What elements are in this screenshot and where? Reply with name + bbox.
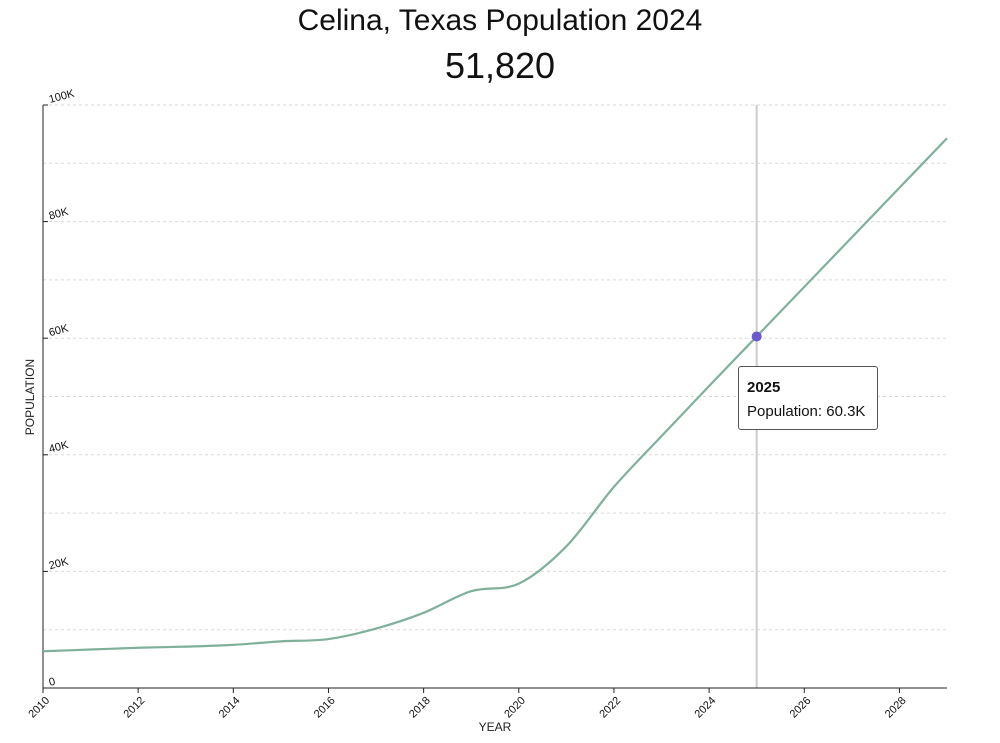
x-tick-label: 2018	[407, 695, 433, 721]
population-series-line[interactable]	[42, 137, 948, 653]
highlight-point[interactable]	[751, 331, 762, 342]
x-tick-label: 2014	[217, 695, 243, 721]
x-axis-title: YEAR	[479, 720, 512, 734]
chart-title: Celina, Texas Population 2024	[297, 4, 703, 37]
x-tick-label: 2016	[312, 695, 338, 721]
x-tick-label: 2024	[693, 695, 719, 721]
x-tick-label: 2026	[788, 695, 814, 721]
x-tick-label: 2012	[122, 695, 148, 721]
tooltip-label: Population:	[747, 403, 823, 420]
y-tick-label: 40K	[48, 439, 71, 456]
y-tick-label: 0	[48, 676, 57, 689]
x-tick-label: 2010	[26, 695, 52, 721]
current-population-value: 51,820	[444, 45, 556, 86]
grid-lines	[43, 104, 947, 631]
x-tick-label: 2028	[883, 695, 909, 721]
tooltip-year: 2025	[747, 379, 781, 396]
y-tick-label: 100K	[48, 87, 77, 105]
x-tick-label: 2020	[502, 695, 528, 721]
axes	[42, 104, 947, 693]
tooltip-population-row: Population: 60.3K	[747, 400, 869, 424]
series-layer	[42, 137, 948, 653]
y-tick-label: 60K	[48, 322, 71, 339]
data-tooltip: 2025 Population: 60.3K	[738, 366, 878, 430]
tooltip-value: 60.3K	[826, 403, 866, 420]
x-tick-label: 2022	[597, 695, 623, 721]
y-tick-label: 20K	[48, 555, 71, 572]
y-axis-title: POPULATION	[23, 359, 37, 435]
y-tick-label: 80K	[48, 206, 71, 223]
